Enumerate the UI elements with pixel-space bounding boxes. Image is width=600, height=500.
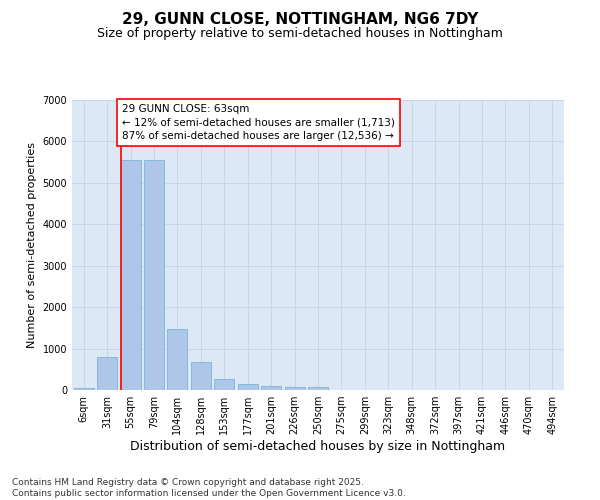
Bar (97, 357, 117, 390)
Y-axis label: Number of semi-detached properties: Number of semi-detached properties (27, 142, 37, 348)
Bar (167, 328, 187, 390)
Bar (261, 386, 281, 390)
Bar (214, 379, 234, 390)
Text: Contains HM Land Registry data © Crown copyright and database right 2025.
Contai: Contains HM Land Registry data © Crown c… (12, 478, 406, 498)
Bar (74, 388, 94, 390)
Text: Size of property relative to semi-detached houses in Nottingham: Size of property relative to semi-detach… (97, 28, 503, 40)
Bar (191, 362, 211, 390)
Bar (144, 160, 164, 390)
X-axis label: Distribution of semi-detached houses by size in Nottingham: Distribution of semi-detached houses by … (130, 440, 506, 453)
Text: 29 GUNN CLOSE: 63sqm
← 12% of semi-detached houses are smaller (1,713)
87% of se: 29 GUNN CLOSE: 63sqm ← 12% of semi-detac… (122, 104, 395, 141)
Text: 29, GUNN CLOSE, NOTTINGHAM, NG6 7DY: 29, GUNN CLOSE, NOTTINGHAM, NG6 7DY (122, 12, 478, 28)
Bar (308, 387, 328, 390)
Bar (121, 160, 140, 390)
Bar (238, 384, 257, 390)
Bar (284, 387, 305, 390)
